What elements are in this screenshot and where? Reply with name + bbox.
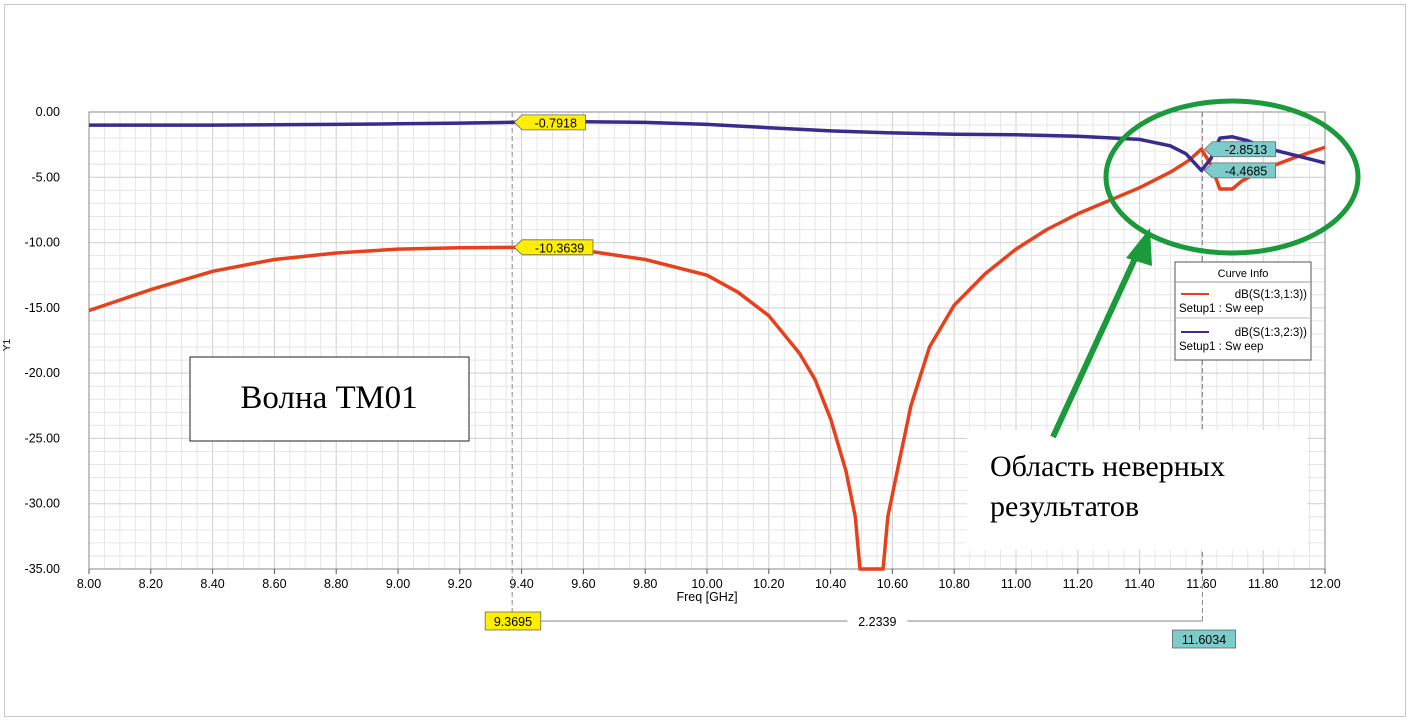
x-marker-value: 9.3695 bbox=[494, 615, 532, 629]
y-tick-label: -25.00 bbox=[25, 431, 60, 445]
legend-title: Curve Info bbox=[1218, 268, 1269, 280]
x-tick-label: 10.60 bbox=[877, 577, 908, 591]
x-tick-label: 10.00 bbox=[691, 577, 722, 591]
marker-flag: -10.3639 bbox=[513, 239, 594, 255]
marker-value: -10.3639 bbox=[535, 241, 584, 255]
x-marker-box bbox=[484, 611, 542, 631]
marker-value: -0.7918 bbox=[535, 116, 577, 130]
x-tick-label: 11.20 bbox=[1063, 577, 1093, 591]
y-tick-label: -20.00 bbox=[25, 366, 60, 380]
x-tick-label: 12.00 bbox=[1309, 577, 1340, 591]
y-tick-label: -15.00 bbox=[25, 301, 60, 315]
figure-frame bbox=[4, 4, 1406, 717]
series-lines bbox=[88, 120, 1326, 571]
legend-entry-name: dB(S(1:3,1:3)) bbox=[1235, 289, 1307, 301]
x-tick-label: 8.60 bbox=[262, 577, 286, 591]
error-label-box: Область неверных результатов bbox=[967, 430, 1307, 550]
x-tick-label: 9.60 bbox=[571, 577, 595, 591]
marker-flag: -0.7918 bbox=[513, 114, 586, 130]
legend-box bbox=[1174, 261, 1312, 361]
highlight-ellipse bbox=[1103, 98, 1361, 256]
y-tick-label: 0.00 bbox=[36, 105, 60, 119]
legend-entry-setup: Setup1 : Sw eep bbox=[1179, 341, 1263, 353]
y-tick-label: -5.00 bbox=[32, 170, 61, 184]
error-region-highlight bbox=[1050, 98, 1361, 439]
y-tick-label: -10.00 bbox=[25, 236, 60, 250]
x-tick-label: 11.60 bbox=[1186, 577, 1216, 591]
y-tick-label: -30.00 bbox=[25, 497, 60, 511]
x-tick-label: 9.00 bbox=[386, 577, 410, 591]
y-tick-label: -35.00 bbox=[25, 562, 60, 576]
x-tick-label: 8.20 bbox=[139, 577, 163, 591]
series-line bbox=[88, 145, 1326, 571]
marker-value: -4.4685 bbox=[1225, 164, 1267, 178]
x-marker-value: 11.6034 bbox=[1182, 633, 1226, 647]
x-tick-label: 8.40 bbox=[200, 577, 224, 591]
marker-flag: -4.4685 bbox=[1203, 162, 1277, 178]
x-tick-label: 8.00 bbox=[77, 577, 101, 591]
delta-label-bg bbox=[847, 613, 908, 629]
highlight-arrow-head bbox=[1126, 228, 1152, 266]
x-marker-labels: 2.2339 9.3695 11.6034 bbox=[484, 611, 1237, 649]
highlight-arrow-shaft bbox=[1050, 250, 1141, 439]
wave-label: Волна ТМ01 bbox=[240, 380, 417, 416]
legend-entry-setup: Setup1 : Sw eep bbox=[1179, 303, 1263, 315]
marker-flag: -2.8513 bbox=[1203, 141, 1277, 157]
marker-value: -2.8513 bbox=[1225, 143, 1267, 157]
marker-labels: -0.7918 -10.3639 -2.8513 -4.4685 bbox=[513, 114, 1277, 255]
y-axis-label: Y1 bbox=[2, 338, 13, 351]
x-tick-label: 9.40 bbox=[509, 577, 533, 591]
x-tick-label: 10.20 bbox=[753, 577, 784, 591]
delta-label: 2.2339 bbox=[858, 615, 896, 629]
error-label-line2: результатов bbox=[990, 490, 1139, 523]
x-axis-label: Freq [GHz] bbox=[676, 590, 737, 604]
legend-entry-name: dB(S(1:3,2:3)) bbox=[1235, 327, 1307, 339]
y-ticks: 0.00 -5.00 -10.00 -15.00 -20.00 -25.00 -30.00 -… bbox=[25, 105, 60, 576]
x-tick-label: 8.80 bbox=[324, 577, 348, 591]
x-tick-label: 9.80 bbox=[633, 577, 657, 591]
x-marker-box bbox=[1172, 629, 1237, 649]
legend: Curve Info dB(S(1:3,1:3)) Setup1 : Sw eep d… bbox=[1174, 261, 1312, 361]
x-tick-label: 10.80 bbox=[939, 577, 970, 591]
error-label-line1: Область неверных bbox=[990, 450, 1225, 483]
x-tick-label: 11.00 bbox=[1001, 577, 1031, 591]
x-ticks: 8.00 8.20 8.40 8.60 8.80 9.00 9.20 9.40 9.60 9.80… bbox=[77, 569, 1341, 591]
wave-label-box: Волна ТМ01 bbox=[189, 356, 470, 442]
series-line bbox=[89, 120, 1326, 173]
x-tick-label: 11.80 bbox=[1248, 577, 1278, 591]
x-tick-label: 11.40 bbox=[1124, 577, 1154, 591]
x-tick-label: 10.40 bbox=[815, 577, 846, 591]
x-tick-label: 9.20 bbox=[448, 577, 472, 591]
